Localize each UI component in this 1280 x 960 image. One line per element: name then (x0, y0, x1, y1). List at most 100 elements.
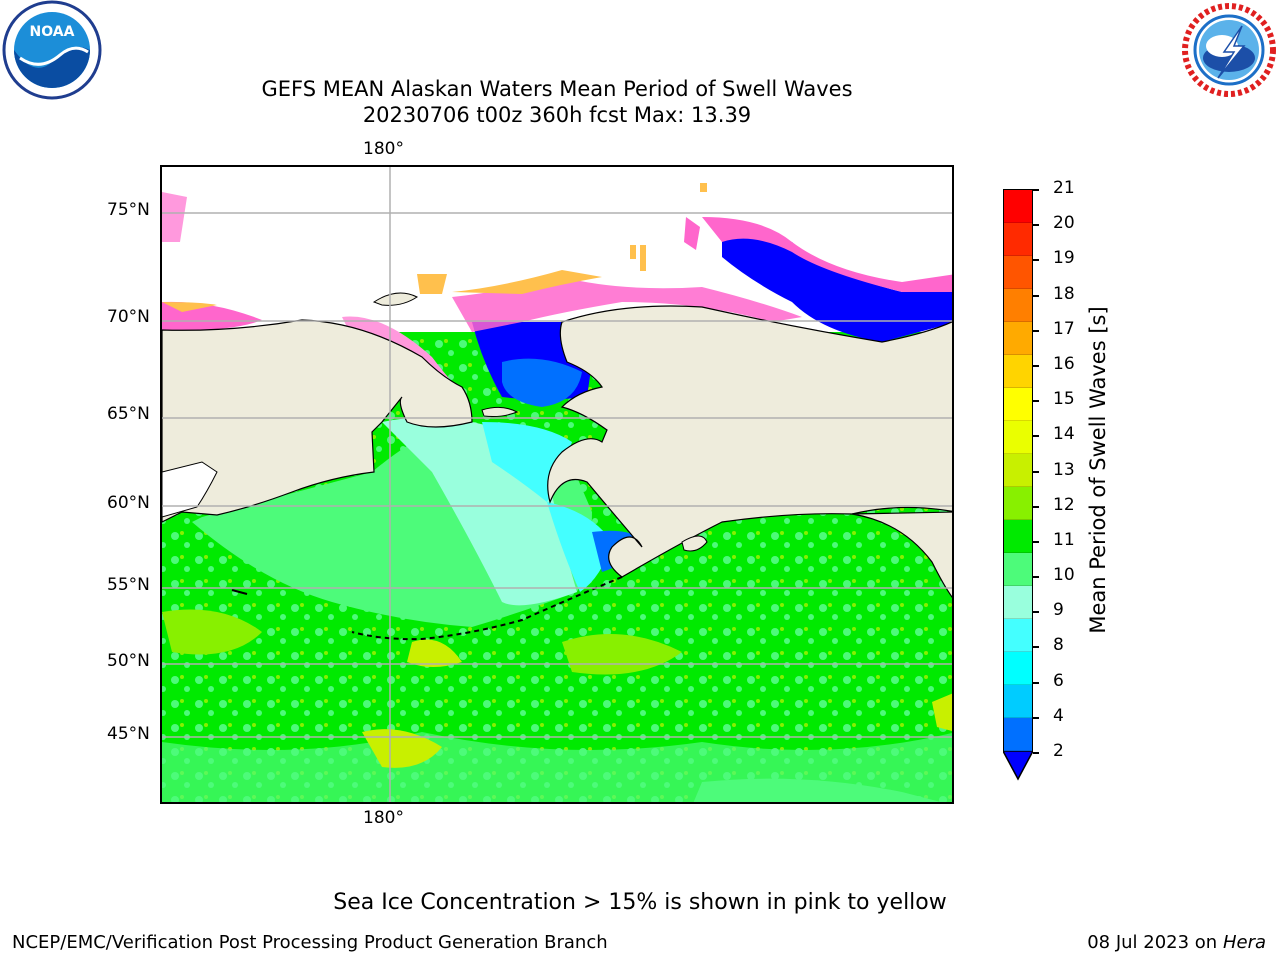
lat-label-60: 60°N (107, 493, 150, 513)
st-lawrence-island (481, 406, 519, 417)
colorbar-tick-label: 19 (1053, 248, 1075, 268)
colorbar-tick-mark (1033, 646, 1039, 648)
sea-ice-concentration (452, 270, 602, 294)
lat-label-70: 70°N (107, 307, 150, 327)
map-panel[interactable] (160, 165, 954, 804)
colorbar-segment (1004, 454, 1032, 487)
sea-ice-concentration (162, 192, 187, 242)
colorbar-tick-mark (1033, 365, 1039, 367)
colorbar-segment (1004, 289, 1032, 322)
colorbar-segment (1004, 619, 1032, 652)
colorbar-tick-mark (1033, 541, 1039, 543)
swell-period-map (162, 167, 952, 802)
bristol-bay-period-6-field (547, 502, 612, 592)
kodiak-island (681, 535, 708, 552)
colorbar-tick-label: 9 (1053, 600, 1064, 620)
colorbar-segment (1004, 190, 1032, 223)
kamchatka-white-area (162, 461, 218, 518)
colorbar-tick-mark (1033, 611, 1039, 613)
colorbar-tick-label: 20 (1053, 213, 1075, 233)
sea-ice-concentration (702, 217, 952, 292)
colorbar-ticks: 21 20 19 18 17 16 15 14 13 12 11 10 9 8 6 4 2 (1033, 180, 1093, 760)
colorbar-segment (1004, 487, 1032, 520)
colorbar-tick-label: 13 (1053, 460, 1075, 480)
ocean-period-11-12-patch (162, 609, 262, 655)
southeast-alaska-landmass (851, 511, 952, 598)
commander-islands (231, 589, 248, 595)
lat-label-50: 50°N (107, 651, 150, 671)
colorbar-segment (1004, 685, 1032, 718)
colorbar-label: Mean Period of Swell Waves [s] (1086, 306, 1110, 634)
colorbar-tick-label: 15 (1053, 389, 1075, 409)
aleutian-islands (351, 576, 623, 641)
colorbar-tick-mark (1033, 435, 1039, 437)
colorbar-tick-mark (1033, 717, 1039, 719)
sea-ice-note: Sea Ice Concentration > 15% is shown in … (333, 890, 947, 915)
sea-ice-concentration (700, 183, 707, 192)
colorbar-tick-mark (1033, 506, 1039, 508)
colorbar-tick-label: 17 (1053, 319, 1075, 339)
sea-ice-concentration (417, 274, 447, 294)
chart-title: GEFS MEAN Alaskan Waters Mean Period of … (261, 77, 853, 101)
colorbar-segment (1004, 652, 1032, 685)
colorbar-tick-mark (1033, 576, 1039, 578)
colorbar-tick-mark (1033, 295, 1039, 297)
colorbar-tick-mark (1033, 330, 1039, 332)
colorbar-tick-mark (1033, 471, 1039, 473)
chukchi-sea-period-4-field (502, 358, 582, 407)
sea-ice-concentration (684, 217, 700, 250)
colorbar-segment (1004, 718, 1032, 751)
lat-label-65: 65°N (107, 404, 150, 424)
colorbar-tick-label: 4 (1053, 706, 1064, 726)
colorbar (1003, 189, 1033, 752)
colorbar-tick-label: 18 (1053, 284, 1075, 304)
colorbar-tick-mark (1033, 400, 1039, 402)
beaufort-sea-period-2-field (722, 227, 952, 342)
colorbar-segment (1004, 586, 1032, 619)
colorbar-tick-mark (1033, 259, 1039, 261)
sea-ice-concentration (630, 245, 636, 259)
colorbar-tick-label: 16 (1053, 354, 1075, 374)
lat-label-55: 55°N (107, 575, 150, 595)
colorbar-segment (1004, 322, 1032, 355)
alaska-landmass (547, 305, 952, 578)
colorbar-tick-label: 6 (1053, 671, 1064, 691)
colorbar-tick-mark (1033, 682, 1039, 684)
ocean-period-12-13-patch (932, 693, 952, 731)
footer-host: Hera (1222, 932, 1266, 953)
lat-label-75: 75°N (107, 200, 150, 220)
noaa-logo-icon: NOAA (2, 0, 102, 100)
colorbar-segment (1004, 520, 1032, 553)
graticule (162, 167, 952, 802)
colorbar-tick-mark (1033, 189, 1039, 191)
colorbar-tick-label: 11 (1053, 530, 1075, 550)
sea-ice-concentration (640, 245, 646, 271)
footer-branch: NCEP/EMC/Verification Post Processing Pr… (12, 932, 608, 953)
footer-date: 08 Jul 2023 on Hera (1087, 932, 1266, 953)
lon-label-bottom: 180° (363, 808, 404, 828)
colorbar-tick-label: 10 (1053, 565, 1075, 585)
colorbar-under-triangle (1003, 751, 1033, 781)
colorbar-tick-label: 21 (1053, 178, 1075, 198)
colorbar-tick-mark (1033, 752, 1039, 754)
footer-date-text: 08 Jul 2023 on (1087, 932, 1223, 953)
chart-subtitle: 20230706 t00z 360h fcst Max: 13.39 (362, 103, 752, 127)
lon-label-top: 180° (363, 139, 404, 159)
colorbar-segment (1004, 553, 1032, 586)
colorbar-segment (1004, 388, 1032, 421)
colorbar-segment (1004, 256, 1032, 289)
lat-label-45: 45°N (107, 724, 150, 744)
colorbar-tick-label: 12 (1053, 495, 1075, 515)
ocean-period-12-13-patch (362, 729, 442, 768)
colorbar-tick-mark (1033, 224, 1039, 226)
sea-ice-concentration (162, 302, 217, 312)
sea-ice-concentration (452, 277, 802, 332)
svg-text:NOAA: NOAA (30, 24, 75, 40)
ocean-period-12-13-patch (407, 639, 462, 667)
ocean-period-9-10-patch (693, 778, 941, 802)
colorbar-tick-label: 2 (1053, 741, 1064, 761)
colorbar-segment (1004, 355, 1032, 388)
colorbar-segment (1004, 421, 1032, 454)
colorbar-tick-label: 14 (1053, 424, 1075, 444)
arctic-no-data-area (162, 167, 952, 332)
